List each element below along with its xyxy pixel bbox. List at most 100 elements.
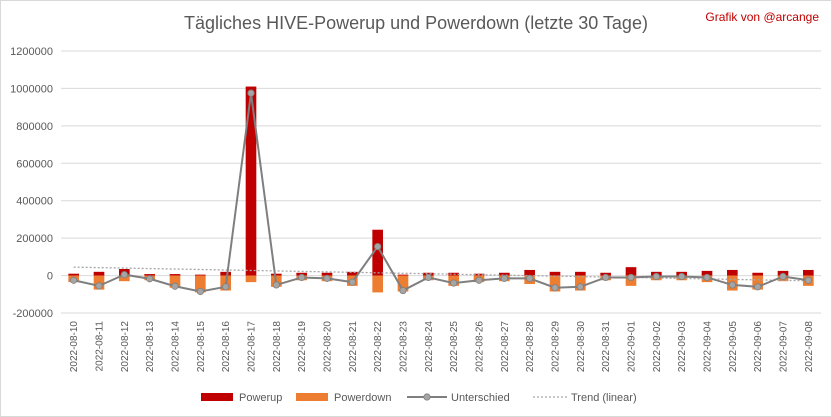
trendline bbox=[73, 266, 809, 282]
difference-point bbox=[576, 283, 584, 291]
x-tick-label: 2022-08-30 bbox=[576, 321, 587, 373]
x-tick-label: 2022-08-17 bbox=[247, 321, 258, 373]
legend-label: Unterschied bbox=[451, 392, 510, 404]
powerup-bar bbox=[68, 273, 79, 276]
powerup-bar bbox=[752, 272, 763, 276]
x-tick-label: 2022-08-18 bbox=[272, 321, 283, 373]
powerup-bar bbox=[575, 271, 586, 276]
gridlines bbox=[61, 50, 821, 314]
difference-point bbox=[627, 273, 635, 282]
x-tick-label: 2022-09-07 bbox=[779, 321, 790, 373]
powerdown-bar bbox=[372, 275, 383, 293]
x-tick-label: 2022-08-23 bbox=[399, 321, 410, 373]
x-tick-label: 2022-09-05 bbox=[728, 321, 739, 373]
y-tick-label: 600000 bbox=[16, 158, 53, 170]
difference-point bbox=[120, 271, 128, 279]
powerup-bar bbox=[625, 267, 637, 276]
difference-point bbox=[551, 284, 559, 292]
legend-label: Trend (linear) bbox=[571, 392, 637, 404]
y-tick-label: 800000 bbox=[16, 121, 53, 133]
difference-point bbox=[70, 276, 78, 284]
difference-point bbox=[602, 273, 610, 282]
y-tick-label: 1200000 bbox=[10, 46, 53, 58]
powerup-bar bbox=[372, 229, 383, 276]
y-axis: -200000 0 200000 400000 600000 800000 1000000 1… bbox=[10, 46, 53, 320]
x-tick-label: 2022-08-25 bbox=[449, 321, 460, 373]
difference-point bbox=[374, 242, 382, 251]
legend-swatch bbox=[201, 393, 233, 401]
powerdown-bar bbox=[575, 275, 586, 291]
difference-point bbox=[399, 286, 407, 295]
powerup-bar bbox=[144, 274, 155, 276]
powerdown-bar bbox=[752, 275, 763, 290]
difference-point bbox=[348, 278, 356, 286]
difference-point bbox=[424, 273, 432, 282]
powerup-bar bbox=[803, 269, 814, 276]
powerup-bar bbox=[93, 271, 105, 276]
powerup-bar bbox=[271, 273, 282, 276]
x-tick-label: 2022-08-20 bbox=[323, 321, 334, 373]
difference-point bbox=[678, 272, 686, 281]
difference-point bbox=[728, 281, 736, 289]
x-tick-label: 2022-08-14 bbox=[171, 321, 182, 373]
x-tick-label: 2022-08-26 bbox=[475, 321, 486, 373]
x-tick-label: 2022-08-16 bbox=[221, 321, 232, 373]
powerup-bar bbox=[321, 272, 333, 276]
powerup-bar bbox=[245, 86, 257, 276]
x-tick-label: 2022-08-28 bbox=[525, 321, 536, 373]
x-tick-label: 2022-08-21 bbox=[348, 321, 359, 373]
legend: Powerup Powerdown Unterschied Trend (linear… bbox=[201, 392, 637, 404]
x-tick-label: 2022-08-24 bbox=[424, 321, 435, 373]
x-axis: 2022-08-10 2022-08-11 2022-08-12 2022-08-13… bbox=[61, 312, 821, 373]
difference-point bbox=[652, 272, 660, 281]
x-tick-label: 2022-08-10 bbox=[69, 321, 80, 373]
difference-point bbox=[272, 281, 280, 289]
difference-point bbox=[703, 273, 711, 282]
difference-point bbox=[298, 273, 306, 282]
y-tick-label: 200000 bbox=[16, 233, 53, 245]
x-tick-label: 2022-09-06 bbox=[753, 321, 764, 373]
powerup-bar bbox=[397, 274, 409, 276]
powerdown-bar bbox=[245, 275, 257, 283]
legend-swatch bbox=[296, 393, 328, 401]
powerup-bar bbox=[701, 270, 713, 276]
difference-point bbox=[475, 276, 483, 284]
difference-point bbox=[196, 287, 204, 296]
difference-point bbox=[526, 274, 534, 282]
difference-point bbox=[754, 283, 762, 291]
x-tick-label: 2022-08-12 bbox=[120, 321, 131, 373]
y-tick-label: 400000 bbox=[16, 196, 53, 208]
y-tick-label: 0 bbox=[47, 271, 53, 283]
difference-point bbox=[450, 279, 458, 287]
powerup-bar bbox=[499, 272, 510, 276]
powerup-bar bbox=[347, 271, 358, 276]
powerup-bar bbox=[727, 269, 738, 276]
x-tick-label: 2022-08-15 bbox=[196, 321, 207, 373]
difference-point bbox=[146, 275, 154, 283]
x-tick-label: 2022-08-13 bbox=[145, 321, 156, 373]
x-tick-label: 2022-09-03 bbox=[677, 321, 688, 373]
x-tick-label: 2022-08-31 bbox=[601, 321, 612, 373]
powerdown-bar bbox=[195, 275, 206, 293]
legend-label: Powerup bbox=[239, 392, 282, 404]
chart-title: Tägliches HIVE-Powerup und Powerdown (le… bbox=[184, 13, 648, 33]
legend-label: Powerdown bbox=[334, 392, 391, 404]
bars bbox=[68, 86, 814, 293]
x-tick-label: 2022-08-27 bbox=[500, 321, 511, 373]
x-tick-label: 2022-09-02 bbox=[652, 321, 663, 373]
powerdown-bar bbox=[169, 275, 181, 288]
chart-credit: Grafik von @arcange bbox=[705, 10, 819, 24]
difference-point bbox=[323, 274, 331, 282]
powerup-bar bbox=[549, 271, 561, 276]
powerup-bar bbox=[169, 274, 181, 276]
trend-line bbox=[73, 266, 809, 282]
difference-line bbox=[70, 89, 812, 296]
powerdown-bar bbox=[397, 275, 409, 292]
x-tick-label: 2022-08-29 bbox=[551, 321, 562, 373]
powerdown-bar bbox=[119, 275, 130, 282]
powerup-bar bbox=[524, 269, 535, 276]
powerup-bar bbox=[195, 274, 206, 276]
x-tick-label: 2022-08-11 bbox=[95, 321, 106, 372]
